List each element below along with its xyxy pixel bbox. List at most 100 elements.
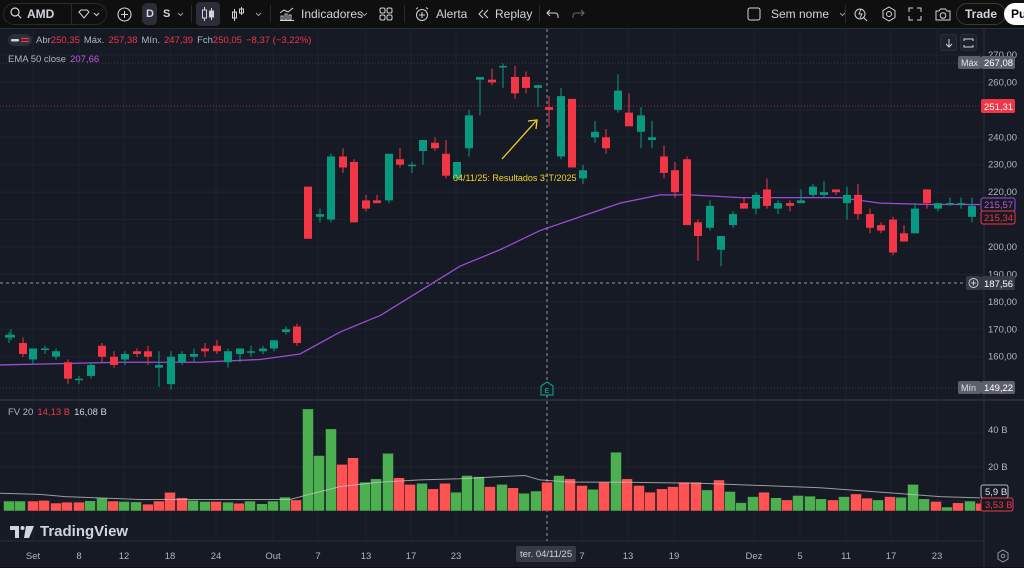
svg-text:Out: Out (265, 551, 281, 562)
svg-text:23: 23 (451, 551, 462, 562)
candlestick-icon (202, 7, 214, 21)
interval-d-button[interactable]: D (143, 3, 157, 25)
svg-text:7: 7 (315, 551, 320, 562)
legend-toggle[interactable] (8, 34, 32, 46)
volume-series (3, 408, 987, 512)
interval-dropdown[interactable] (172, 3, 189, 25)
svg-text:180,00: 180,00 (988, 297, 1017, 308)
plus-circle-icon (117, 6, 132, 22)
ema-legend[interactable]: EMA 50 close 207,66 (8, 54, 99, 65)
svg-text:200,00: 200,00 (988, 242, 1017, 253)
time-axis[interactable]: Set 8 12 18 24 Out 7 13 17 23 7 13 19 Dez 5 11 17 23 (26, 551, 942, 562)
alarm-clock-icon (415, 7, 429, 21)
high-value: 257,38 (108, 34, 138, 46)
divider (191, 5, 192, 23)
volume-tag: 3,53 B (980, 497, 1014, 512)
svg-text:160,00: 160,00 (988, 352, 1017, 363)
min-tag: Mín 149,22 (958, 381, 1015, 394)
quick-search-button[interactable] (848, 3, 874, 25)
annotation-arrow[interactable] (501, 119, 538, 160)
divider (71, 3, 72, 25)
earnings-marker[interactable]: E (540, 381, 554, 396)
open-label: Abr (36, 34, 51, 46)
svg-text:13: 13 (623, 551, 634, 562)
replay-button[interactable]: Replay (472, 3, 537, 25)
volume-legend[interactable]: FV 20 14,13 B 16,08 B (8, 407, 107, 418)
chevron-down-icon (93, 12, 100, 16)
add-alert-icon (968, 278, 979, 288)
high-label: Máx. (83, 34, 105, 46)
crosshair-date-tag: ter. 04/11/25 (516, 546, 577, 562)
divider (845, 5, 846, 23)
svg-text:240,00: 240,00 (988, 132, 1017, 143)
publish-button[interactable]: Pu (1004, 3, 1024, 25)
chart-type-button[interactable] (226, 3, 250, 25)
chart-canvas[interactable]: 04/11/25: Resultados 3°T/2025 E 270,0026… (0, 29, 1024, 568)
time-axis-settings-button[interactable] (997, 549, 1009, 563)
rewind-icon (478, 9, 489, 19)
chart-type-dropdown[interactable] (250, 3, 267, 25)
reset-chart-button[interactable] (960, 34, 977, 51)
candles-chart-type-button[interactable] (196, 2, 220, 26)
svg-text:215,34: 215,34 (984, 213, 1013, 224)
svg-text:8: 8 (76, 551, 81, 562)
layout-square-icon (747, 7, 761, 21)
fullscreen-button[interactable] (903, 3, 927, 25)
svg-text:20 B: 20 B (988, 462, 1008, 473)
svg-text:187,56: 187,56 (984, 279, 1013, 290)
price-axis[interactable]: 270,00 260,00 240,00 230,00 220,00 200,00 190,… (988, 50, 1017, 363)
scroll-to-latest-button[interactable] (940, 34, 957, 51)
trade-button[interactable]: Trade (956, 3, 1007, 25)
divider (539, 5, 540, 23)
svg-text:18: 18 (165, 551, 176, 562)
crosshair-price-tag[interactable]: 187,56 (966, 276, 1015, 290)
layout-button[interactable]: Sem nome (742, 3, 851, 25)
templates-button[interactable] (374, 3, 398, 25)
snapshot-button[interactable] (930, 3, 956, 25)
low-label: Mín. (141, 34, 160, 46)
max-tag: Máx 267,08 (958, 56, 1015, 69)
svg-text:149,22: 149,22 (984, 383, 1013, 394)
interval-s-button[interactable]: S (163, 8, 171, 20)
svg-text:Máx: Máx (961, 58, 979, 68)
compare-symbol-button[interactable] (112, 3, 137, 25)
grid-icon (379, 7, 393, 21)
ema-50-line (0, 194, 980, 366)
svg-text:Mín: Mín (961, 383, 976, 393)
svg-text:267,08: 267,08 (984, 58, 1013, 69)
brand-name: TradingView (40, 523, 129, 540)
svg-text:170,00: 170,00 (988, 324, 1017, 335)
maximize-pane-icon (963, 38, 974, 47)
volume-ma-line (0, 474, 981, 500)
indicators-button[interactable]: Indicadores (274, 3, 368, 25)
alert-label: Alerta (436, 7, 468, 21)
undo-button[interactable] (541, 3, 564, 25)
quick-search-icon (854, 8, 868, 22)
close-value: 250,05 (212, 34, 242, 46)
indicators-dropdown[interactable] (356, 3, 373, 25)
svg-text:19: 19 (669, 551, 680, 562)
symbol-search[interactable]: AMD (3, 3, 107, 25)
ema-value: 207,66 (70, 54, 100, 65)
svg-text:23: 23 (932, 551, 943, 562)
svg-text:17: 17 (406, 551, 417, 562)
settings-button[interactable] (876, 3, 902, 25)
svg-text:5,9 B: 5,9 B (985, 487, 1007, 498)
earnings-icon: E (545, 388, 550, 395)
gear-icon (1000, 553, 1006, 559)
annotation-text[interactable]: 04/11/25: Resultados 3°T/2025 (453, 173, 577, 183)
alert-button[interactable]: Alerta (409, 3, 472, 25)
symbol-input[interactable]: AMD (27, 7, 55, 21)
divider (142, 5, 143, 23)
redo-button[interactable] (567, 3, 590, 25)
svg-text:220,00: 220,00 (988, 187, 1017, 198)
svg-text:3,53 B: 3,53 B (985, 500, 1012, 511)
chevron-down-icon (177, 12, 184, 16)
tradingview-logo[interactable]: TradingView (10, 523, 128, 540)
svg-text:270,00: 270,00 (988, 50, 1017, 61)
close-label: Fch (197, 34, 213, 46)
symbol-type-dropdown[interactable] (78, 9, 100, 19)
chart-container[interactable]: 04/11/25: Resultados 3°T/2025 E 270,00 26… (0, 28, 1024, 568)
indicators-icon (279, 7, 294, 21)
layout-name: Sem nome (771, 7, 830, 21)
